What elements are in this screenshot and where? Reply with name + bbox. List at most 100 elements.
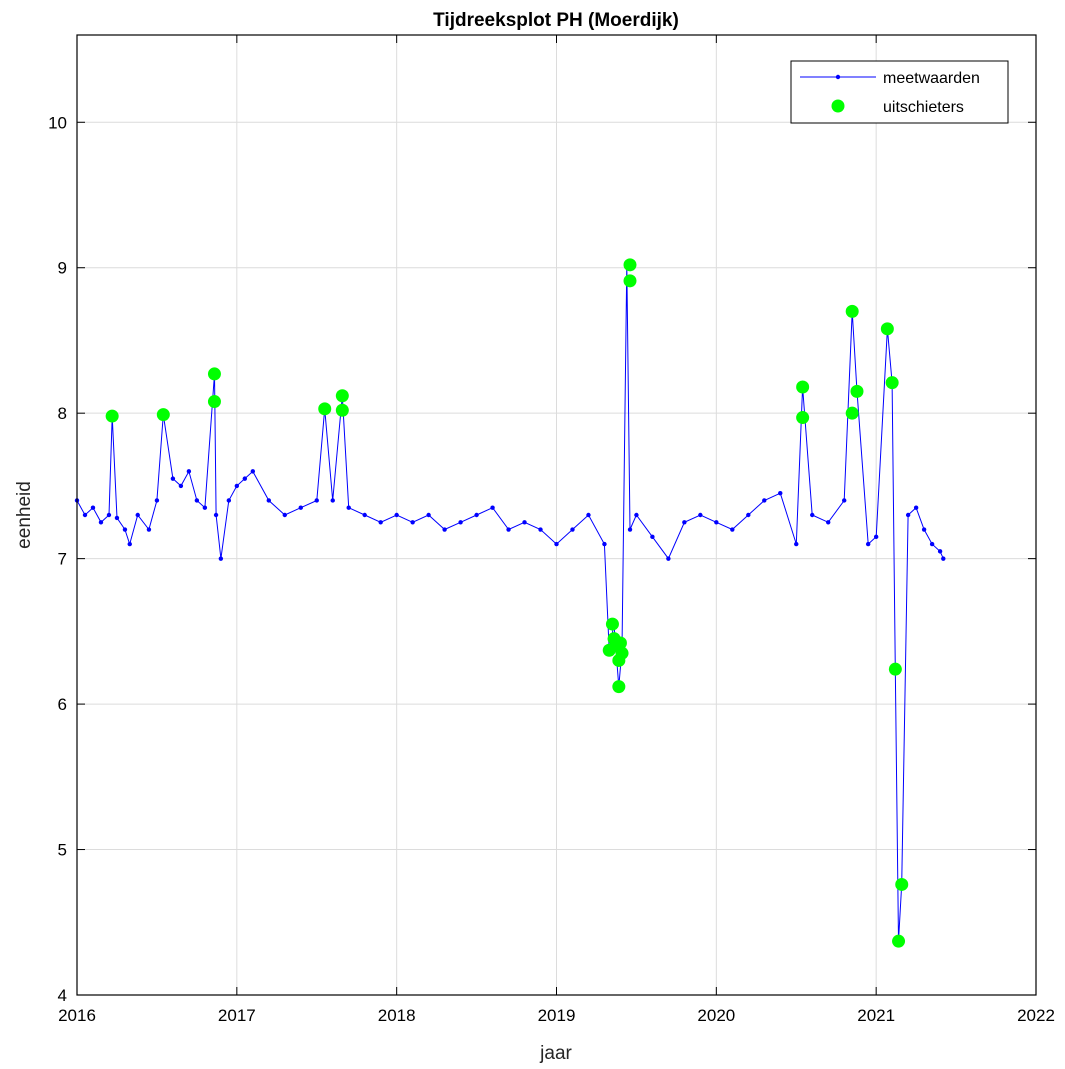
meetwaarden-point <box>458 520 463 525</box>
meetwaarden-point <box>506 527 511 532</box>
meetwaarden-point <box>122 527 128 532</box>
uitschieter-point <box>612 680 626 694</box>
meetwaarden-point <box>202 505 208 510</box>
meetwaarden-point <box>378 520 383 525</box>
legend-outlier-marker <box>831 99 845 113</box>
meetwaarden-point <box>250 469 256 474</box>
meetwaarden-point <box>913 505 919 510</box>
meetwaarden-point <box>682 520 687 525</box>
meetwaarden-point <box>842 498 847 503</box>
uitschieter-point <box>156 408 170 422</box>
meetwaarden-point <box>627 527 633 532</box>
meetwaarden-point <box>762 498 767 503</box>
meetwaarden-point <box>826 520 831 525</box>
x-tick-label: 2022 <box>1017 1006 1055 1025</box>
meetwaarden-point <box>170 476 176 481</box>
meetwaarden-point <box>586 512 591 518</box>
meetwaarden-point <box>154 498 160 503</box>
y-tick-label: 8 <box>58 404 67 423</box>
legend-line-marker <box>835 74 841 80</box>
meetwaarden-point <box>330 498 335 503</box>
meetwaarden-point <box>865 541 871 547</box>
uitschieter-point <box>615 646 629 660</box>
uitschieter-point <box>207 367 221 381</box>
meetwaarden-point <box>794 541 799 547</box>
meetwaarden-point <box>82 512 88 518</box>
uitschieter-point <box>885 376 899 390</box>
meetwaarden-point <box>538 527 543 532</box>
uitschieter-point <box>335 403 349 417</box>
meetwaarden-point <box>426 512 431 518</box>
meetwaarden-point <box>127 541 132 547</box>
meetwaarden-point <box>98 520 104 525</box>
x-tick-label: 2019 <box>538 1006 576 1025</box>
meetwaarden-point <box>634 512 639 518</box>
meetwaarden-point <box>135 512 140 518</box>
meetwaarden-point <box>873 534 879 540</box>
legend: meetwaarden uitschieters <box>790 60 1009 124</box>
y-tick-label: 9 <box>58 259 67 278</box>
meetwaarden-point <box>362 512 367 518</box>
meetwaarden-point <box>937 549 943 554</box>
meetwaarden-point <box>106 512 112 518</box>
uitschieter-point <box>845 406 859 420</box>
uitschieter-point <box>888 662 902 676</box>
uitschieter-point <box>605 617 619 631</box>
y-tick-label: 10 <box>48 113 67 132</box>
meetwaarden-point <box>698 512 703 518</box>
meetwaarden-point <box>905 512 911 518</box>
meetwaarden-point <box>570 527 575 532</box>
uitschieter-point <box>207 395 221 409</box>
meetwaarden-point <box>746 512 751 518</box>
meetwaarden-point <box>218 556 224 561</box>
meetwaarden-point <box>282 512 287 518</box>
meetwaarden-point <box>114 515 120 521</box>
meetwaarden-point <box>442 527 447 532</box>
meetwaarden-point <box>213 512 219 518</box>
x-tick-label: 2020 <box>697 1006 735 1025</box>
uitschieter-point <box>623 274 637 288</box>
uitschieter-point <box>892 934 906 948</box>
meetwaarden-point <box>666 556 671 561</box>
meetwaarden-point <box>778 490 783 496</box>
meetwaarden-point <box>810 512 815 518</box>
meetwaarden-point <box>410 520 415 525</box>
meetwaarden-point <box>730 527 735 532</box>
uitschieter-point <box>796 380 810 394</box>
legend-box <box>790 60 1009 124</box>
meetwaarden-point <box>602 541 607 547</box>
uitschieter-point <box>796 411 810 425</box>
meetwaarden-point <box>242 476 248 481</box>
meetwaarden-point <box>346 505 351 510</box>
meetwaarden-point <box>146 527 152 532</box>
uitschieter-point <box>623 258 637 272</box>
uitschieter-point <box>335 389 349 403</box>
meetwaarden-point <box>90 505 96 510</box>
uitschieter-point <box>845 304 859 318</box>
x-tick-label: 2021 <box>857 1006 895 1025</box>
meetwaarden-point <box>522 520 527 525</box>
axis-ticks: 2016 2017 2018 2019 2020 2021 2022 4 5 6 7 8 9 10 <box>48 35 1055 1025</box>
legend-label-meetwaarden: meetwaarden <box>883 70 980 87</box>
meetwaarden-point <box>554 541 559 547</box>
meetwaarden-point <box>234 483 240 489</box>
meetwaarden-point <box>474 512 479 518</box>
x-tick-label: 2018 <box>378 1006 416 1025</box>
meetwaarden-point <box>394 512 399 518</box>
x-tick-label: 2016 <box>58 1006 96 1025</box>
chart-title: Tijdreeksplot PH (Moerdijk) <box>433 10 679 31</box>
legend-label-uitschieters: uitschieters <box>883 99 964 116</box>
series-uitschieters <box>105 258 909 948</box>
uitschieter-point <box>613 636 627 650</box>
x-tick-label: 2017 <box>218 1006 256 1025</box>
uitschieter-point <box>880 322 894 336</box>
meetwaarden-point <box>490 505 495 510</box>
y-tick-label: 4 <box>58 986 67 1005</box>
meetwaarden-point <box>186 469 192 474</box>
meetwaarden-point <box>941 556 946 561</box>
uitschieter-point <box>895 877 909 891</box>
uitschieter-point <box>850 384 864 398</box>
meetwaarden-point <box>929 541 935 547</box>
y-tick-label: 5 <box>58 841 67 860</box>
